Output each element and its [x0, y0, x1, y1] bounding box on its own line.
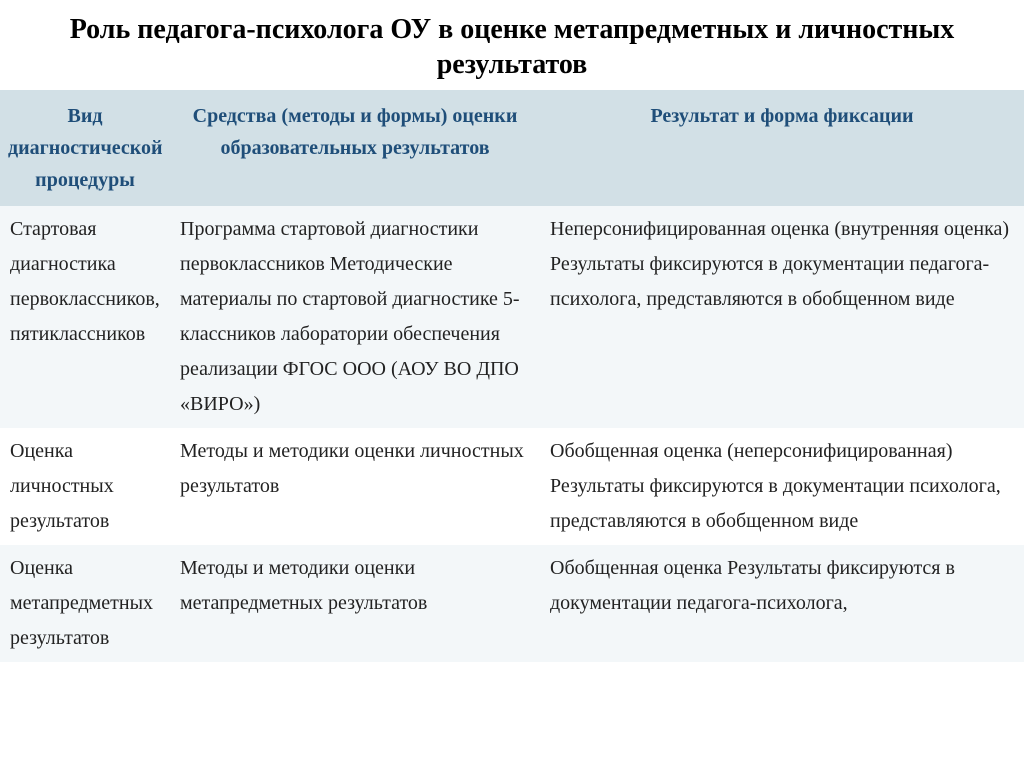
cell-means: Методы и методики оценки личностных резу…	[170, 428, 540, 545]
header-procedure: Вид диагностической процедуры	[0, 90, 170, 206]
cell-procedure: Оценка метапредметных результатов	[0, 545, 170, 662]
cell-result: Обобщенная оценка (неперсонифицированная…	[540, 428, 1024, 545]
cell-means: Программа стартовой диагностики первокла…	[170, 206, 540, 428]
cell-procedure: Стартовая диагностика первоклассников, п…	[0, 206, 170, 428]
cell-result: Неперсонифицированная оценка (внутренняя…	[540, 206, 1024, 428]
table-row: Оценка личностных результатов Методы и м…	[0, 428, 1024, 545]
cell-procedure: Оценка личностных результатов	[0, 428, 170, 545]
cell-means: Методы и методики оценки метапредметных …	[170, 545, 540, 662]
table-row: Оценка метапредметных результатов Методы…	[0, 545, 1024, 662]
slide-title: Роль педагога-психолога ОУ в оценке мета…	[0, 0, 1024, 90]
table-header-row: Вид диагностической процедуры Средства (…	[0, 90, 1024, 206]
header-means: Средства (методы и формы) оценки образов…	[170, 90, 540, 206]
table-row: Стартовая диагностика первоклассников, п…	[0, 206, 1024, 428]
header-result: Результат и форма фиксации	[540, 90, 1024, 206]
assessment-table: Вид диагностической процедуры Средства (…	[0, 90, 1024, 662]
cell-result: Обобщенная оценка Результаты фиксируются…	[540, 545, 1024, 662]
